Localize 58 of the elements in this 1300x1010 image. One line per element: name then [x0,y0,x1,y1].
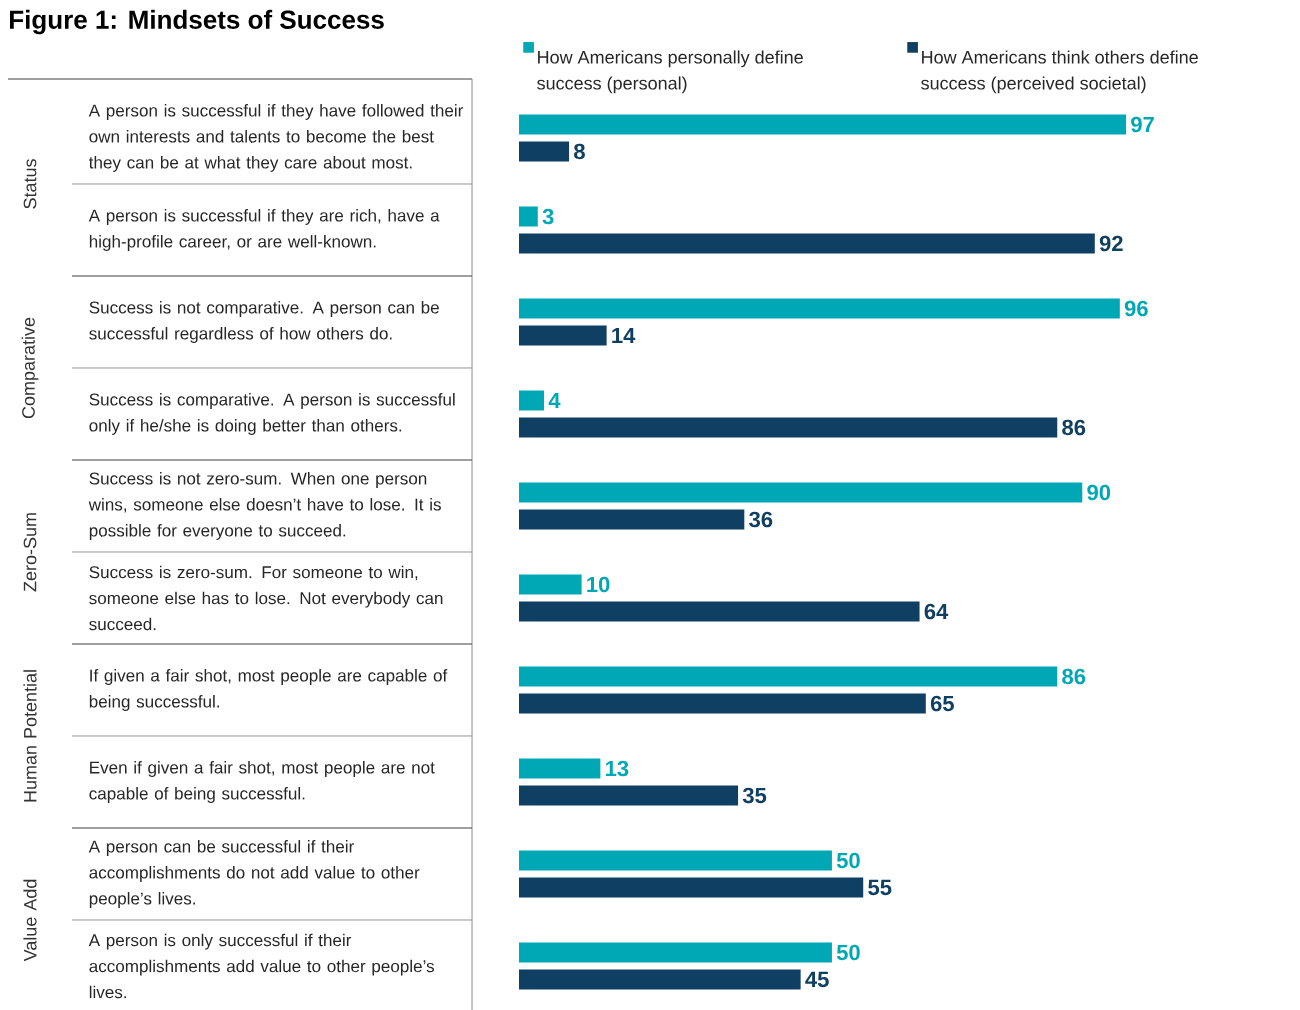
data-label: 86 [1062,668,1086,685]
y-tick-label: A person can be successful if their accomplishments do not add value to other people’s lives. [88,840,420,908]
data-label: 45 [805,971,829,988]
bar [519,758,601,779]
data-label: 4 [548,392,561,409]
data-label: 8 [574,143,585,160]
data-label: 65 [930,695,954,712]
text: Human Potential [23,670,37,802]
y-tick-label: Even if given a fair shot, most people are not capable of being successful. [89,761,435,803]
text: Value Add [23,879,37,962]
bar [519,141,570,162]
bar [519,206,538,227]
bar [519,298,1120,319]
bar [519,877,864,898]
bar [519,969,801,990]
data-label: 3 [542,208,554,225]
data-label: 35 [742,787,767,804]
bar [519,390,545,411]
data-label: 86 [1062,419,1086,436]
data-label: 64 [924,603,949,620]
data-label: 10 [587,576,610,593]
data-label: 90 [1087,484,1111,501]
y-tick-label: Success is not zero-sum. When one person wins, someone else doesn’t have to lose. It is possible for everyone to succeed. [88,472,441,540]
bar [519,601,920,622]
data-label: 14 [612,327,636,344]
text: Figure 1: Mindsets of Success [10,9,384,35]
legend-label: How Americans personally define success (personal) [537,50,803,94]
data-label: 55 [868,879,892,896]
bar [519,417,1058,438]
data-label: 36 [749,511,773,528]
data-label: 50 [836,944,860,961]
bar [519,509,745,530]
y-tick-label: A person is only successful if their accomplishments add value to other people’s lives. [88,933,435,999]
bar [519,482,1083,503]
data-label: 92 [1099,235,1123,252]
legend-label: How Americans think others define success (perceived societal) [921,50,1198,94]
y-tick-label: If given a fair shot, most people are capable of being successful. [89,669,448,711]
data-label: 97 [1131,116,1154,133]
data-label: 13 [606,760,629,777]
data-label: 50 [836,852,860,869]
bar [519,233,1095,254]
bar [519,785,739,806]
bar [519,574,582,595]
y-tick-label: A person is successful if they have followed their own interests and talents to become the best they can be at what they care about most. [88,104,464,172]
y-tick-label: Success is comparative. A person is successful only if he/she is doing better than others. [89,393,455,435]
y-tick-label: Success is zero-sum. For someone to win, someone else has to lose. Not everybody can succeed. [89,565,443,631]
bar [519,693,926,714]
text: Comparative [21,317,39,419]
y-tick-label: Success is not comparative. A person can be successful regardless of how others do. [89,301,439,343]
y-tick-label: A person is successful if they are rich, have a high-profile career, or are well-known. [88,209,440,251]
text: Status [23,159,37,209]
bar [519,850,832,871]
bar [519,666,1058,687]
data-label: 96 [1124,300,1148,317]
bar [519,114,1127,135]
bar [519,942,832,963]
text: Zero-Sum [23,513,37,592]
bar [519,325,607,346]
